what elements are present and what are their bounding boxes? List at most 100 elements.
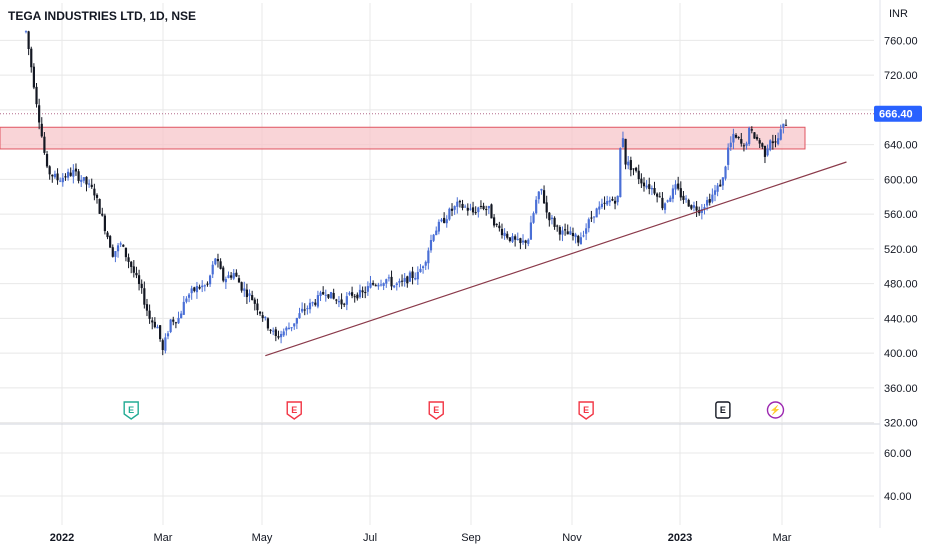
chart-title[interactable]: TEGA INDUSTRIES LTD, 1D, NSE — [8, 9, 196, 23]
candle-body — [93, 188, 96, 196]
price-tick-label: 720.00 — [884, 70, 918, 82]
candle-body — [390, 276, 393, 287]
candle-body — [211, 264, 214, 275]
candle-body — [385, 279, 388, 284]
candle-body — [272, 330, 275, 332]
candle-body — [88, 183, 91, 185]
earnings-event-icon[interactable]: E — [578, 401, 594, 420]
candle-body — [51, 174, 54, 177]
candle-body — [387, 277, 391, 279]
candle-body — [366, 286, 369, 292]
candle-body — [322, 292, 325, 295]
candle-body — [677, 183, 680, 189]
candle-body — [564, 229, 567, 231]
candle-body — [624, 138, 627, 165]
candle-body — [469, 208, 472, 210]
earnings-event-icon[interactable]: E — [123, 401, 139, 420]
time-axis[interactable]: 2022 Mar May Jul Sep Nov 2023 Mar — [50, 532, 792, 544]
candle-body — [613, 200, 617, 204]
candle-body — [382, 283, 385, 286]
candle-body — [319, 292, 322, 297]
candle-body — [416, 271, 419, 280]
candle-body — [540, 188, 543, 191]
candle-body — [314, 302, 317, 305]
candle-body — [151, 320, 154, 323]
last-price-badge-bg — [874, 105, 922, 122]
earnings-event-icon[interactable]: E — [428, 401, 444, 420]
candle-body — [566, 231, 569, 235]
candle-body — [679, 188, 682, 198]
earnings-event-icon[interactable]: E — [286, 401, 302, 420]
candle-body — [116, 245, 120, 252]
candle-body — [779, 129, 782, 140]
candle-body — [182, 301, 185, 315]
candle-body — [737, 136, 740, 138]
candle-body — [32, 66, 35, 88]
candle-body — [724, 166, 727, 179]
candle-body — [43, 136, 46, 153]
candle-body — [663, 203, 667, 210]
candle-body — [143, 288, 146, 305]
candle-body — [745, 143, 748, 146]
candle-body — [684, 198, 688, 200]
candle-body — [185, 298, 188, 302]
candle-body — [616, 195, 619, 203]
time-tick-label: Mar — [773, 532, 792, 544]
candle-body — [203, 285, 206, 287]
candle-body — [437, 221, 440, 232]
candle-body — [358, 289, 362, 298]
candle-body — [306, 308, 309, 310]
candle-body — [90, 184, 93, 188]
earnings-event-icon[interactable]: E — [715, 401, 731, 419]
dividend-event-icon[interactable]: ⚡ — [766, 401, 785, 419]
currency-label: INR — [889, 8, 908, 20]
candle-body — [353, 296, 356, 298]
candle-body — [514, 236, 517, 240]
candle-body — [77, 171, 80, 181]
candle-body — [508, 237, 511, 241]
candle-body — [542, 190, 546, 204]
candle-body — [482, 205, 485, 210]
candle-body — [224, 279, 227, 283]
candle-body — [235, 272, 238, 277]
candle-body — [350, 292, 354, 296]
candle-body — [277, 336, 280, 338]
candle-body — [585, 228, 588, 234]
candle-body — [374, 285, 377, 287]
candle-body — [632, 168, 635, 170]
candle-body — [432, 234, 435, 241]
candle-body — [571, 232, 575, 237]
candle-body — [558, 227, 561, 235]
candle-body — [503, 232, 506, 237]
candle-body — [214, 258, 217, 265]
candle-body — [516, 238, 519, 240]
candle-body — [637, 170, 640, 180]
price-tick-label: 560.00 — [884, 209, 918, 221]
candle-body — [784, 124, 788, 126]
candle-body — [303, 309, 306, 311]
candle-body — [511, 236, 514, 242]
candle-body — [148, 310, 151, 319]
candle-body — [650, 188, 653, 190]
event-letter: E — [128, 405, 134, 415]
candle-body — [106, 232, 109, 238]
price-axis[interactable]: 760.00720.00680.00640.00600.00560.00520.… — [884, 35, 918, 429]
candle-body — [248, 293, 251, 296]
price-tick-label: 400.00 — [884, 348, 918, 360]
candle-body — [174, 322, 177, 324]
candle-body — [553, 217, 556, 227]
candle-body — [222, 267, 225, 281]
candle-body — [440, 219, 443, 222]
candle-body — [393, 285, 396, 288]
candle-body — [364, 292, 367, 294]
candle-body — [443, 217, 446, 223]
support-trendline[interactable] — [265, 161, 847, 357]
candle-body — [45, 154, 49, 167]
candle-body — [477, 207, 480, 213]
candle-body — [682, 195, 685, 200]
candle-body — [556, 225, 559, 227]
candle-body — [177, 317, 180, 324]
candle-body — [56, 173, 59, 181]
candle-body — [629, 160, 632, 171]
